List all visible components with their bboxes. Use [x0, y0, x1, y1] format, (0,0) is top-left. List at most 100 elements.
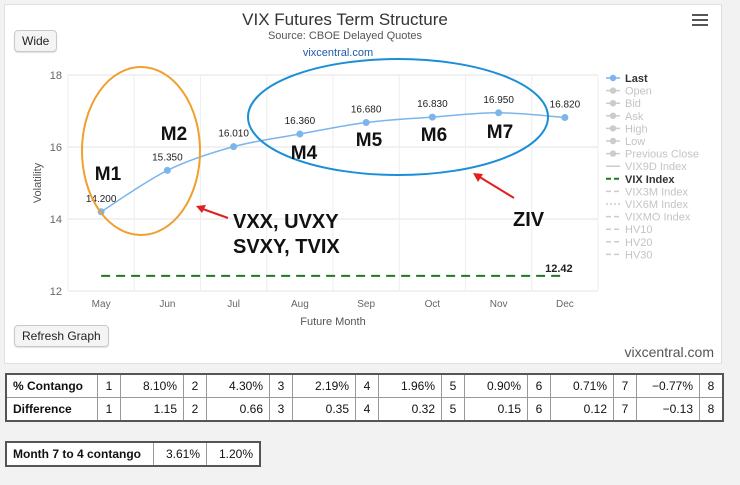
legend-item[interactable]: Previous Close: [606, 149, 699, 161]
month-number-cell: 5: [441, 397, 465, 422]
month-number-cell: 4: [355, 397, 379, 422]
month-number-cell: 1: [97, 373, 121, 398]
month-number-cell: 5: [441, 373, 465, 398]
chart-subtitle: Source: CBOE Delayed Quotes: [268, 30, 423, 42]
data-point[interactable]: [495, 109, 503, 117]
data-point[interactable]: [362, 119, 370, 127]
legend-symbol: [609, 150, 617, 157]
legend-item[interactable]: Last: [606, 73, 648, 85]
x-tick-label: Nov: [490, 299, 508, 310]
month-number-cell: 4: [355, 373, 379, 398]
legend-item[interactable]: Low: [606, 136, 645, 148]
value-cell: 1.96%: [378, 373, 442, 398]
legend-item[interactable]: HV10: [606, 224, 653, 236]
x-tick-label: Jul: [227, 299, 240, 310]
x-tick-label: Oct: [425, 299, 441, 310]
legend-item[interactable]: VIX Index: [606, 174, 675, 186]
x-axis-label: Future Month: [300, 316, 365, 328]
value-cell: −0.77%: [636, 373, 700, 398]
data-label: 16.680: [351, 105, 382, 116]
legend-item[interactable]: VIX6M Index: [606, 199, 688, 211]
refresh-graph-button[interactable]: Refresh Graph: [14, 325, 109, 347]
data-label: 16.010: [218, 129, 249, 140]
x-tick-label: May: [92, 299, 111, 310]
right-arrow-shaft: [477, 175, 515, 199]
legend-label: VIX9D Index: [625, 161, 687, 173]
value-cell: 0.71%: [550, 373, 614, 398]
table-row: % Contango 1 8.10% 2 4.30% 3 2.19% 4 1.96% 5 0.90%…: [5, 373, 724, 398]
legend-symbol: [609, 112, 617, 120]
legend-label: Low: [625, 136, 645, 148]
left-arrow-shaft: [199, 207, 229, 219]
legend-label: Previous Close: [625, 149, 699, 161]
month-annotation: M5: [356, 130, 383, 151]
legend-item[interactable]: Ask: [606, 111, 644, 123]
right-arrow-head: [473, 173, 483, 182]
legend-symbol: [609, 74, 617, 82]
last-series-line: [100, 112, 565, 213]
data-point[interactable]: [163, 166, 171, 174]
month-annotation: M7: [487, 122, 513, 143]
vix-term-structure-chart: VIX Futures Term Structure Source: CBOE …: [32, 10, 699, 328]
table-row: Difference 1 1.15 2 0.66 3 0.35 4 0.32 5 0.15 6 0.12…: [5, 397, 724, 422]
chart-title: VIX Futures Term Structure: [242, 10, 448, 29]
legend-label: HV30: [625, 249, 653, 261]
month-number-cell: 6: [527, 373, 551, 398]
legend-label: VIXMO Index: [625, 212, 691, 224]
source-link[interactable]: vixcentral.com: [303, 47, 373, 59]
data-point[interactable]: [561, 113, 569, 121]
legend-label: Ask: [625, 111, 644, 123]
data-label: 16.950: [483, 95, 514, 106]
x-tick-label: Sep: [357, 299, 375, 310]
legend-label: VIX3M Index: [625, 186, 688, 198]
y-tick-label: 18: [50, 70, 62, 82]
legend-item[interactable]: HV30: [606, 249, 653, 261]
legend-item[interactable]: VIX3M Index: [606, 186, 688, 198]
month-number-cell: 8: [699, 397, 724, 422]
legend-symbol: [609, 137, 617, 145]
data-point[interactable]: [296, 130, 304, 138]
legend-label: VIX6M Index: [625, 199, 688, 211]
front-months-ellipse: [81, 66, 201, 236]
data-point[interactable]: [230, 143, 238, 151]
legend-item[interactable]: VIX9D Index: [606, 161, 687, 173]
table-row: Month 7 to 4 contango 3.61% 1.20%: [5, 441, 261, 467]
menu-icon[interactable]: [692, 14, 708, 28]
month-contango-table: Month 7 to 4 contango 3.61% 1.20%: [5, 441, 261, 467]
left-etf-annotation: SVXY, TVIX: [233, 236, 340, 258]
legend-symbol: [609, 100, 617, 107]
legend-label: Last: [625, 73, 648, 85]
month-number-cell: 2: [183, 373, 207, 398]
value-cell: 1.20%: [206, 441, 261, 467]
legend-item[interactable]: VIXMO Index: [606, 212, 691, 224]
chart-panel: [4, 4, 722, 364]
row-label: Difference: [5, 397, 98, 422]
data-label: 14.200: [86, 194, 117, 205]
wide-button[interactable]: Wide: [14, 30, 58, 52]
left-arrow-head: [196, 205, 206, 213]
y-axis-label: Volatility: [32, 162, 44, 203]
left-etf-annotation: VXX, UVXY: [233, 211, 339, 233]
data-label: 16.830: [417, 99, 448, 110]
month-number-cell: 3: [269, 373, 293, 398]
value-cell: 0.15: [464, 397, 528, 422]
legend-item[interactable]: HV20: [606, 237, 653, 249]
value-cell: 0.66: [206, 397, 270, 422]
legend-label: Open: [625, 86, 652, 98]
legend-label: High: [625, 123, 648, 135]
legend-label: HV10: [625, 224, 653, 236]
data-point[interactable]: [428, 113, 436, 121]
month-number-cell: 1: [97, 397, 121, 422]
legend-item[interactable]: Bid: [606, 98, 641, 110]
month-number-cell: 6: [527, 397, 551, 422]
month-annotation: M2: [161, 124, 187, 145]
legend-item[interactable]: Open: [606, 86, 652, 98]
legend-symbol: [609, 87, 617, 94]
month-number-cell: 2: [183, 397, 207, 422]
legend-symbol: [609, 125, 617, 132]
legend-item[interactable]: High: [606, 123, 648, 135]
month-annotation: M4: [291, 143, 318, 164]
row-label: % Contango: [5, 373, 98, 398]
month-number-cell: 7: [613, 373, 637, 398]
y-tick-label: 12: [50, 286, 62, 298]
